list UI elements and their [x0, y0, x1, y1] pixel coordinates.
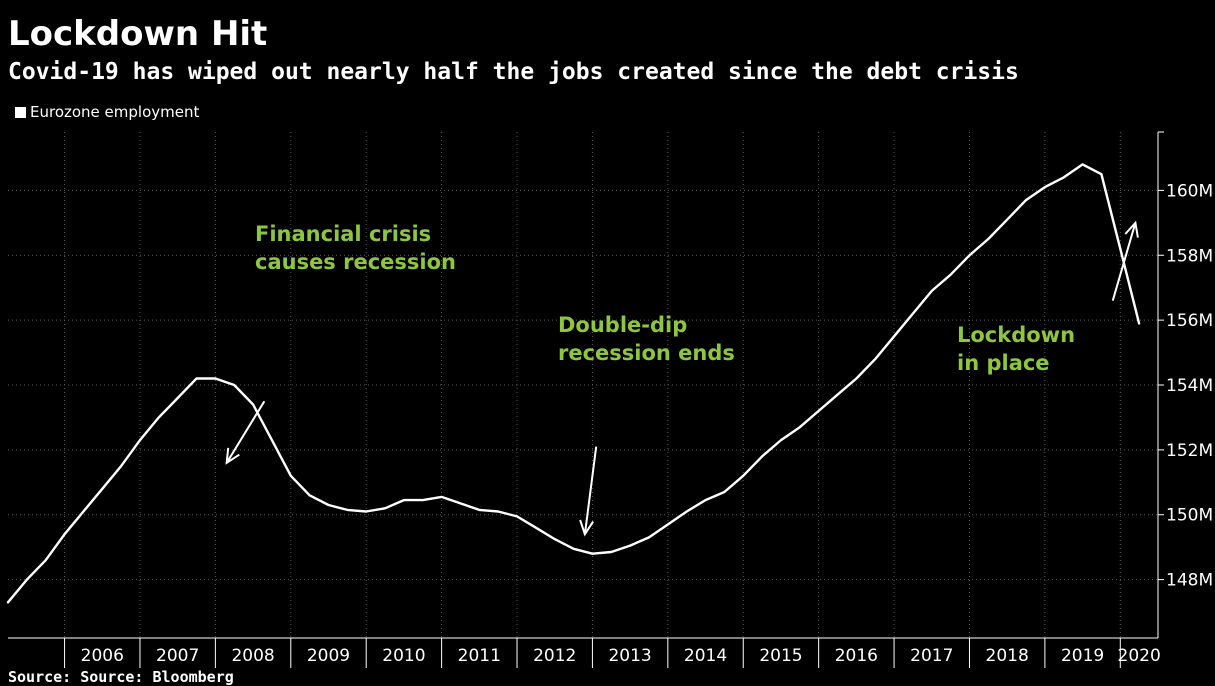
annotation-arrow-head	[1124, 220, 1139, 238]
annotation-text: recession ends	[558, 341, 735, 365]
x-tick-label: 2011	[458, 646, 501, 666]
annotation-arrow-shaft	[225, 400, 266, 464]
x-tick-label: 2007	[156, 646, 199, 666]
annotation-text: in place	[957, 351, 1050, 375]
legend-swatch-icon	[15, 106, 26, 118]
source-note: Source: Source: Bloomberg	[8, 668, 234, 686]
y-tick-label: 158M	[1166, 246, 1213, 266]
annotation-arrow-shaft	[583, 446, 598, 535]
annotations: Financial crisis causes recession Double-d…	[225, 220, 1139, 537]
y-tick-label: 160M	[1166, 181, 1213, 201]
annotation-text: Financial crisis	[255, 222, 431, 246]
y-tick-label: 150M	[1166, 506, 1213, 526]
x-tick-label: 2008	[231, 646, 274, 666]
annotation-text: causes recession	[255, 250, 456, 274]
x-tick-label: 2019	[1061, 646, 1104, 666]
legend-label: Eurozone employment	[30, 103, 200, 121]
x-tick-label: 2018	[986, 646, 1029, 666]
annotation-arrow-shaft	[1111, 222, 1137, 301]
grid-lines	[8, 132, 1158, 638]
y-tick-label: 148M	[1166, 571, 1213, 591]
chart-subtitle: Covid-19 has wiped out nearly half the j…	[8, 59, 1019, 85]
annotation-arrow-head	[579, 519, 594, 537]
series-line-layer	[6, 163, 1141, 604]
x-tick-label: 2006	[81, 646, 124, 666]
annotation-text: Lockdown	[957, 323, 1075, 347]
x-tick-label: 2010	[382, 646, 425, 666]
x-tick-label: 2014	[684, 646, 727, 666]
series-line-eurozone-employment	[6, 163, 1141, 604]
y-tick-label: 152M	[1166, 441, 1213, 461]
y-tick-label: 156M	[1166, 311, 1213, 331]
y-tick-label: 154M	[1166, 376, 1213, 396]
x-tick-label: 2009	[307, 646, 350, 666]
annotation-text: Double-dip	[558, 313, 687, 337]
chart-title: Lockdown Hit	[8, 14, 268, 54]
x-tick-label: 2013	[608, 646, 651, 666]
legend: Eurozone employment	[15, 103, 199, 121]
x-tick-label: 2012	[533, 646, 576, 666]
axes: 148M 150M 152M 154M 156M 158M 160M 2006 2007 2008…	[8, 131, 1213, 668]
annotation-arrow-head	[225, 447, 240, 465]
x-tick-label: 2016	[835, 646, 878, 666]
x-tick-label: 2017	[910, 646, 953, 666]
x-tick-label: 2015	[759, 646, 802, 666]
x-tick-label: 2020	[1118, 646, 1161, 666]
